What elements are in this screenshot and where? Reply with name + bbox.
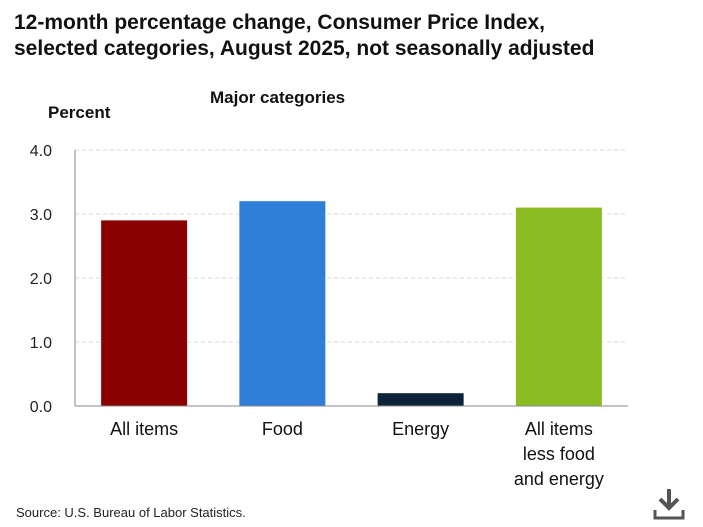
- x-tick-label: and energy: [514, 469, 604, 489]
- chart-title-line-1: 12-month percentage change, Consumer Pri…: [14, 11, 545, 34]
- download-button[interactable]: [652, 486, 686, 522]
- chart-title-line-2: selected categories, August 2025, not se…: [14, 37, 595, 60]
- y-tick-label: 0.0: [30, 399, 52, 416]
- y-tick-label: 4.0: [30, 143, 52, 160]
- source-note: Source: U.S. Bureau of Labor Statistics.: [16, 505, 246, 520]
- x-tick-label: Energy: [392, 419, 449, 439]
- x-tick-label: less food: [523, 444, 595, 464]
- bar: [515, 207, 602, 406]
- bars: [101, 201, 602, 406]
- x-tick-label: Food: [262, 419, 303, 439]
- y-axis-ticks: 0.0 1.0 2.0 3.0 4.0: [30, 143, 52, 416]
- bar: [101, 220, 188, 406]
- x-tick-label: All items: [110, 419, 178, 439]
- y-axis-label: Percent: [48, 103, 111, 122]
- y-tick-label: 1.0: [30, 335, 52, 352]
- chart-title: 12-month percentage change, Consumer Pri…: [14, 10, 694, 62]
- bar: [377, 393, 464, 406]
- x-tick-label: All items: [525, 419, 593, 439]
- x-axis-labels: All items Food Energy All items less food and…: [110, 419, 604, 489]
- y-tick-label: 2.0: [30, 271, 52, 288]
- chart-subtitle: Major categories: [210, 88, 346, 107]
- y-tick-label: 3.0: [30, 207, 52, 224]
- bar: [239, 201, 326, 406]
- download-icon: [653, 489, 685, 520]
